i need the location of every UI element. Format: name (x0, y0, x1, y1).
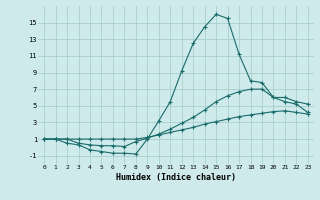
X-axis label: Humidex (Indice chaleur): Humidex (Indice chaleur) (116, 173, 236, 182)
